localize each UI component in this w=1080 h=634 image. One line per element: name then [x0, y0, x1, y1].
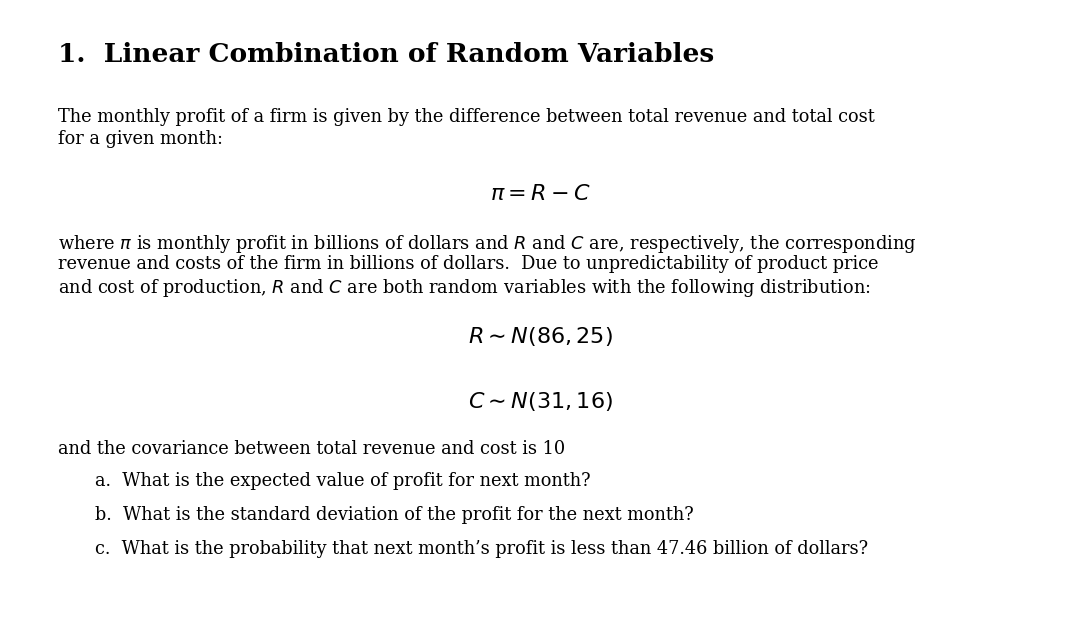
Text: revenue and costs of the firm in billions of dollars.  Due to unpredictability o: revenue and costs of the firm in billion…: [58, 255, 878, 273]
Text: a.  What is the expected value of profit for next month?: a. What is the expected value of profit …: [95, 472, 591, 490]
Text: $C \sim N(31, 16)$: $C \sim N(31, 16)$: [468, 390, 612, 413]
Text: where $\pi$ is monthly profit in billions of dollars and $R$ and $C$ are, respec: where $\pi$ is monthly profit in billion…: [58, 233, 917, 255]
Text: and the covariance between total revenue and cost is 10: and the covariance between total revenue…: [58, 440, 565, 458]
Text: $R \sim N(86, 25)$: $R \sim N(86, 25)$: [468, 325, 612, 348]
Text: c.  What is the probability that next month’s profit is less than 47.46 billion : c. What is the probability that next mon…: [95, 540, 868, 558]
Text: $\pi = R - C$: $\pi = R - C$: [489, 183, 591, 205]
Text: b.  What is the standard deviation of the profit for the next month?: b. What is the standard deviation of the…: [95, 506, 693, 524]
Text: 1.  Linear Combination of Random Variables: 1. Linear Combination of Random Variable…: [58, 42, 714, 67]
Text: The monthly profit of a firm is given by the difference between total revenue an: The monthly profit of a firm is given by…: [58, 108, 875, 126]
Text: and cost of production, $R$ and $C$ are both random variables with the following: and cost of production, $R$ and $C$ are …: [58, 277, 870, 299]
Text: for a given month:: for a given month:: [58, 130, 222, 148]
